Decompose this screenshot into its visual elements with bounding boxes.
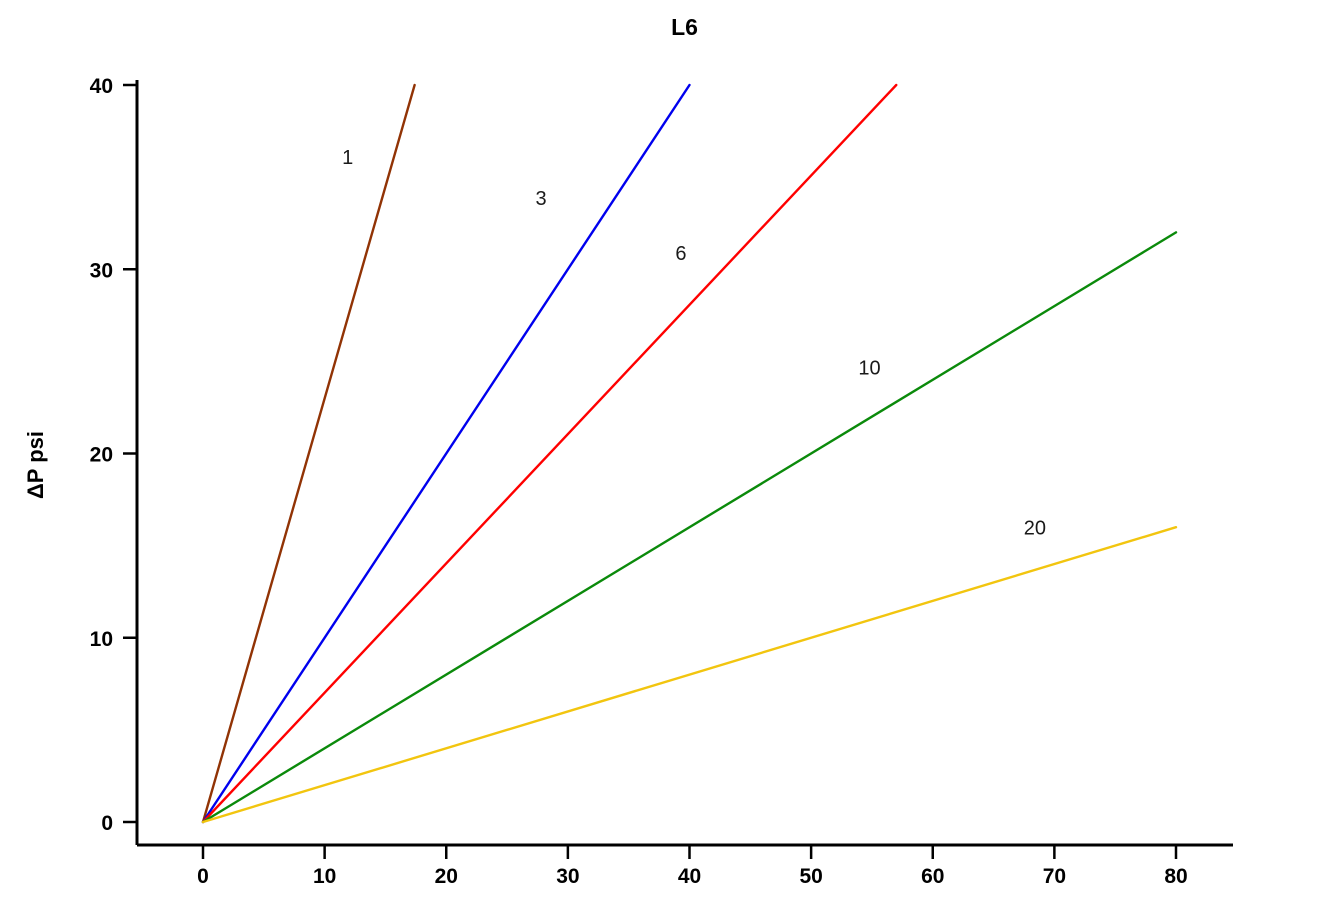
x-tick-label: 50	[799, 865, 822, 888]
y-axis-title: ΔP psi	[23, 431, 48, 499]
x-tick-label: 80	[1164, 865, 1187, 888]
series-line-20	[201, 526, 1178, 824]
y-tick-label: 30	[90, 259, 113, 282]
x-tick-label: 40	[678, 865, 701, 888]
x-tick-label: 30	[556, 865, 579, 888]
y-tick-label: 20	[90, 444, 113, 467]
series-line-3	[201, 83, 691, 824]
x-tick-label: 10	[313, 865, 336, 888]
series-line-10	[201, 231, 1178, 824]
series-label-10: 10	[858, 357, 880, 379]
x-tick-label: 0	[197, 865, 209, 888]
x-tick-label: 20	[435, 865, 458, 888]
series-line-1	[201, 83, 416, 824]
series-label-6: 6	[675, 243, 686, 265]
series-label-1: 1	[342, 147, 353, 169]
series-label-3: 3	[536, 188, 547, 210]
y-tick-label: 0	[101, 812, 113, 835]
series-line-6	[201, 83, 898, 824]
x-tick-label: 60	[921, 865, 944, 888]
series-label-20: 20	[1024, 518, 1046, 540]
chart-title: L6	[671, 14, 698, 40]
y-tick-label: 10	[90, 628, 113, 651]
x-tick-label: 70	[1043, 865, 1066, 888]
y-tick-label: 40	[90, 75, 113, 98]
